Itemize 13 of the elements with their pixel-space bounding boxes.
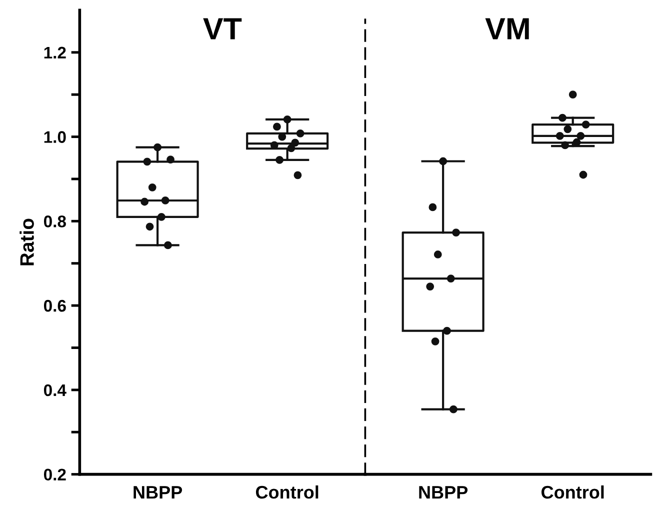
y-tick-label: 0.2 (44, 468, 66, 481)
x-tick-label: Control (256, 485, 318, 499)
y-tick-label: 1.0 (44, 131, 66, 143)
x-tick-label: NBPP (419, 486, 468, 498)
y-tick-label: 0.8 (44, 216, 66, 228)
x-tick-label: Control (542, 485, 604, 499)
x-tick-label: NBPP (134, 486, 182, 498)
y-tick-label: 0.6 (44, 300, 66, 312)
chart-title: VM (485, 18, 529, 40)
y-tick-label: 0.4 (44, 384, 66, 396)
y-axis-title: Ratio (20, 218, 34, 266)
y-tick-label: 1.2 (44, 46, 66, 58)
chart-title: VT (203, 18, 242, 40)
